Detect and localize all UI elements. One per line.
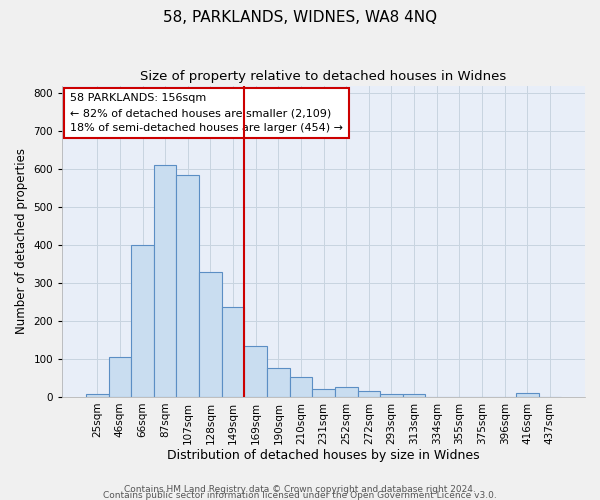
- Bar: [176, 175, 199, 397]
- Bar: [358, 392, 380, 397]
- Bar: [290, 377, 312, 397]
- Bar: [312, 388, 335, 397]
- Bar: [267, 368, 290, 397]
- Bar: [154, 166, 176, 397]
- Title: Size of property relative to detached houses in Widnes: Size of property relative to detached ho…: [140, 70, 507, 83]
- Bar: [516, 393, 539, 397]
- Bar: [222, 307, 244, 397]
- X-axis label: Distribution of detached houses by size in Widnes: Distribution of detached houses by size …: [167, 450, 480, 462]
- Text: 58, PARKLANDS, WIDNES, WA8 4NQ: 58, PARKLANDS, WIDNES, WA8 4NQ: [163, 10, 437, 25]
- Bar: [131, 245, 154, 397]
- Text: 58 PARKLANDS: 156sqm
← 82% of detached houses are smaller (2,109)
18% of semi-de: 58 PARKLANDS: 156sqm ← 82% of detached h…: [70, 94, 343, 133]
- Bar: [403, 394, 425, 397]
- Bar: [380, 394, 403, 397]
- Bar: [335, 388, 358, 397]
- Bar: [199, 272, 222, 397]
- Y-axis label: Number of detached properties: Number of detached properties: [15, 148, 28, 334]
- Bar: [86, 394, 109, 397]
- Text: Contains HM Land Registry data © Crown copyright and database right 2024.: Contains HM Land Registry data © Crown c…: [124, 484, 476, 494]
- Bar: [109, 357, 131, 397]
- Bar: [244, 346, 267, 397]
- Text: Contains public sector information licensed under the Open Government Licence v3: Contains public sector information licen…: [103, 490, 497, 500]
